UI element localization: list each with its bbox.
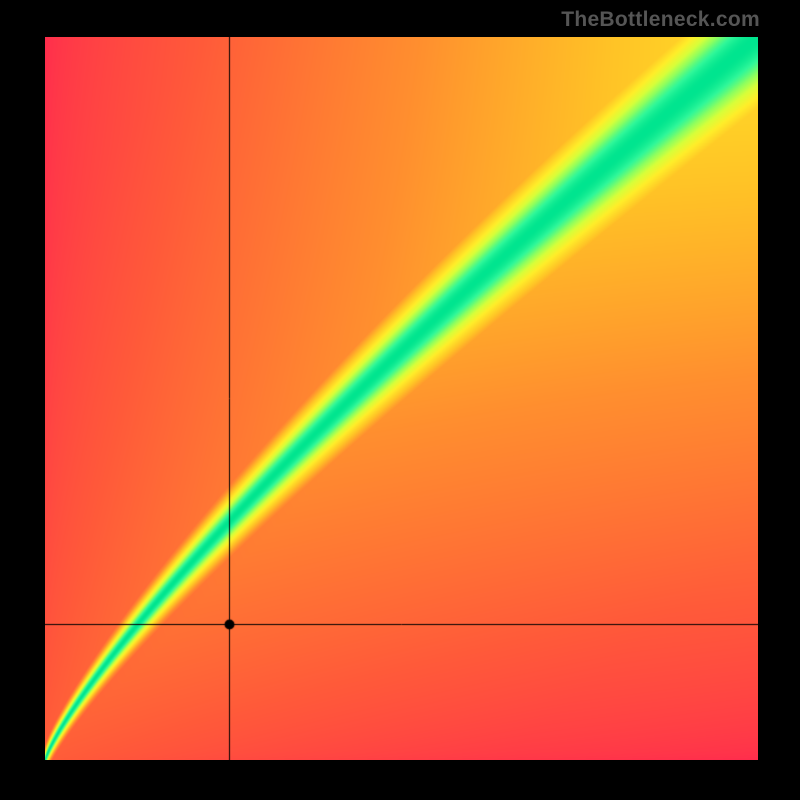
chart-container: { "type": "heatmap", "source_watermark":… bbox=[0, 0, 800, 800]
watermark-text: TheBottleneck.com bbox=[561, 8, 760, 32]
bottleneck-heatmap bbox=[45, 37, 758, 760]
